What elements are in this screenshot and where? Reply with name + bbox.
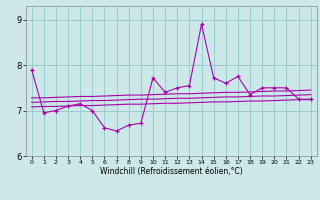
- X-axis label: Windchill (Refroidissement éolien,°C): Windchill (Refroidissement éolien,°C): [100, 167, 243, 176]
